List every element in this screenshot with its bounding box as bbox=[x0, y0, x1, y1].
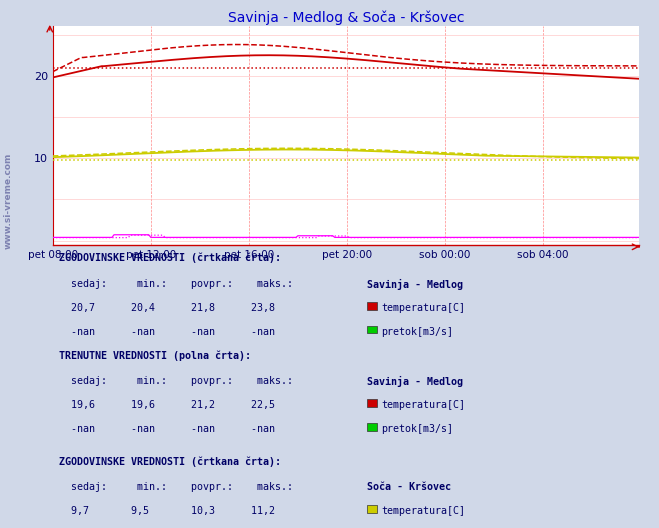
Text: temperatura[C]: temperatura[C] bbox=[381, 400, 465, 410]
Title: Savinja - Medlog & Soča - Kršovec: Savinja - Medlog & Soča - Kršovec bbox=[228, 11, 464, 25]
Text: Soča - Kršovec: Soča - Kršovec bbox=[366, 482, 451, 492]
Text: 19,6      19,6      21,2      22,5: 19,6 19,6 21,2 22,5 bbox=[59, 400, 275, 410]
Text: www.si-vreme.com: www.si-vreme.com bbox=[3, 153, 13, 249]
Text: 20,7      20,4      21,8      23,8: 20,7 20,4 21,8 23,8 bbox=[59, 303, 275, 313]
Bar bbox=[366, 505, 377, 513]
Text: 9,7       9,5       10,3      11,2: 9,7 9,5 10,3 11,2 bbox=[59, 506, 275, 516]
Text: pretok[m3/s]: pretok[m3/s] bbox=[381, 326, 453, 336]
Bar bbox=[366, 326, 377, 333]
Text: ZGODOVINSKE VREDNOSTI (črtkana črta):: ZGODOVINSKE VREDNOSTI (črtkana črta): bbox=[59, 253, 281, 263]
Bar bbox=[366, 302, 377, 310]
Text: ZGODOVINSKE VREDNOSTI (črtkana črta):: ZGODOVINSKE VREDNOSTI (črtkana črta): bbox=[59, 456, 281, 467]
Text: Savinja - Medlog: Savinja - Medlog bbox=[366, 376, 463, 387]
Text: pretok[m3/s]: pretok[m3/s] bbox=[381, 424, 453, 434]
Text: temperatura[C]: temperatura[C] bbox=[381, 506, 465, 516]
Bar bbox=[366, 423, 377, 431]
Text: -nan      -nan      -nan      -nan: -nan -nan -nan -nan bbox=[59, 424, 275, 434]
Text: sedaj:     min.:    povpr.:    maks.:: sedaj: min.: povpr.: maks.: bbox=[59, 279, 293, 288]
Text: -nan      -nan      -nan      -nan: -nan -nan -nan -nan bbox=[59, 326, 275, 336]
Bar bbox=[366, 400, 377, 407]
Text: TRENUTNE VREDNOSTI (polna črta):: TRENUTNE VREDNOSTI (polna črta): bbox=[59, 350, 250, 361]
Text: sedaj:     min.:    povpr.:    maks.:: sedaj: min.: povpr.: maks.: bbox=[59, 482, 293, 492]
Text: sedaj:     min.:    povpr.:    maks.:: sedaj: min.: povpr.: maks.: bbox=[59, 376, 293, 386]
Text: Savinja - Medlog: Savinja - Medlog bbox=[366, 279, 463, 289]
Text: temperatura[C]: temperatura[C] bbox=[381, 303, 465, 313]
